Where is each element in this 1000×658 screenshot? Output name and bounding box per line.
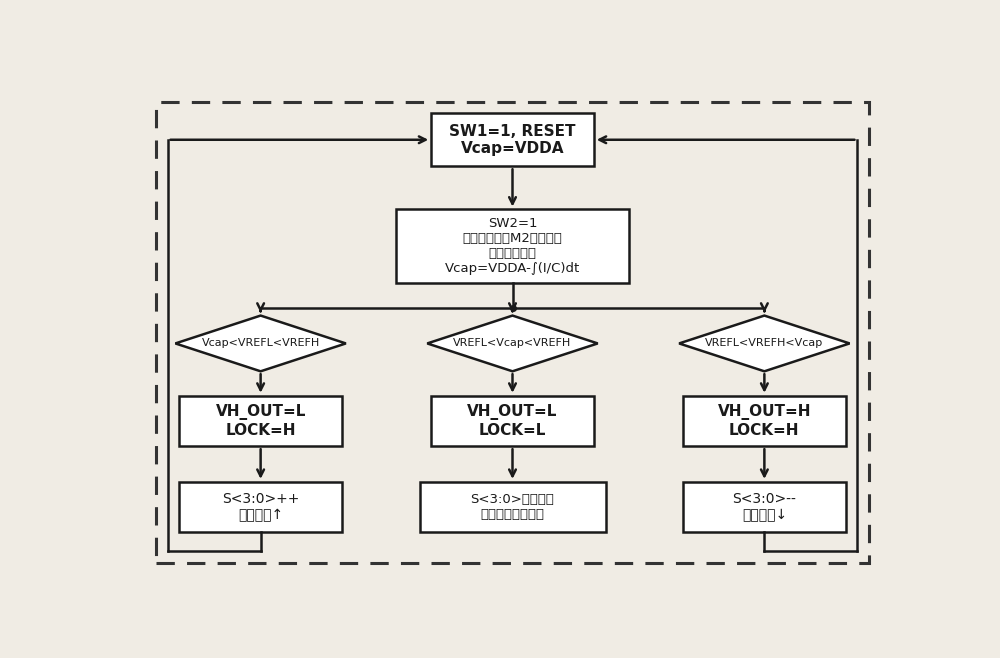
- Text: VREFL<VREFH<Vcap: VREFL<VREFH<Vcap: [705, 338, 824, 349]
- FancyBboxPatch shape: [396, 209, 629, 283]
- Text: VH_OUT=L
LOCK=L: VH_OUT=L LOCK=L: [467, 404, 558, 438]
- Polygon shape: [679, 316, 850, 371]
- Text: VH_OUT=L
LOCK=H: VH_OUT=L LOCK=H: [215, 404, 306, 438]
- FancyBboxPatch shape: [420, 482, 606, 532]
- FancyBboxPatch shape: [179, 395, 342, 446]
- Text: VREFL<Vcap<VREFH: VREFL<Vcap<VREFH: [453, 338, 572, 349]
- FancyBboxPatch shape: [179, 482, 342, 532]
- FancyBboxPatch shape: [683, 482, 846, 532]
- FancyBboxPatch shape: [683, 395, 846, 446]
- Text: VH_OUT=H
LOCK=H: VH_OUT=H LOCK=H: [718, 404, 811, 438]
- Polygon shape: [427, 316, 598, 371]
- FancyBboxPatch shape: [431, 113, 594, 166]
- Polygon shape: [175, 316, 346, 371]
- Text: SW2=1
尾电流源通过M2对电容阵
列进行放电，
Vcap=VDDA-∫(I/C)dt: SW2=1 尾电流源通过M2对电容阵 列进行放电， Vcap=VDDA-∫(I/…: [445, 217, 580, 275]
- Text: S<3:0>--
电容阵列↓: S<3:0>-- 电容阵列↓: [732, 492, 796, 522]
- Text: S<3:0>++
电容阵列↑: S<3:0>++ 电容阵列↑: [222, 492, 299, 522]
- Text: SW1=1, RESET
Vcap=VDDA: SW1=1, RESET Vcap=VDDA: [449, 124, 576, 156]
- Text: Vcap<VREFL<VREFH: Vcap<VREFL<VREFH: [202, 338, 320, 349]
- FancyBboxPatch shape: [431, 395, 594, 446]
- Text: S<3:0>保持不变
电容阵列保持不变: S<3:0>保持不变 电容阵列保持不变: [471, 493, 554, 521]
